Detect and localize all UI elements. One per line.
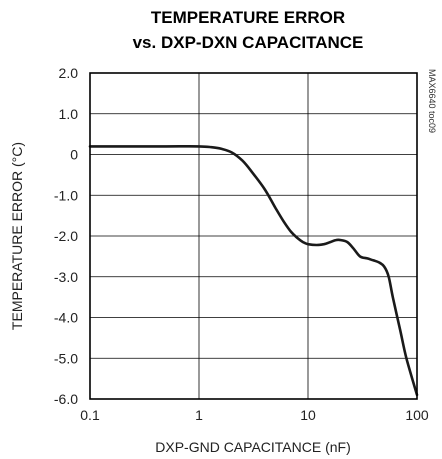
x-tick-label: 10: [300, 407, 316, 423]
x-tick-label: 0.1: [80, 407, 100, 423]
y-tick-label: -4.0: [54, 310, 78, 326]
y-axis-label: TEMPERATURE ERROR (°C): [9, 142, 25, 330]
y-tick-label: -3.0: [54, 269, 78, 285]
chart-title-line-1: TEMPERATURE ERROR: [151, 8, 345, 27]
figure-note: MAX6640 toc09: [427, 69, 437, 133]
series-layer: [88, 145, 419, 397]
tick-labels: 2.0 1.0 0 -1.0 -2.0 -3.0 -4.0 -5.0 -6.00.1 1 10 100: [54, 65, 429, 423]
y-tick-label: -1.0: [54, 187, 78, 203]
x-tick-label: 1: [195, 407, 203, 423]
y-tick-label: 2.0: [59, 65, 79, 81]
series-line: [88, 145, 419, 397]
chart-title-line-2: vs. DXP-DXN CAPACITANCE: [133, 33, 364, 52]
plot-frame: [89, 72, 418, 400]
x-tick-label: 100: [405, 407, 429, 423]
y-tick-label: -5.0: [54, 350, 78, 366]
x-axis-label: DXP-GND CAPACITANCE (nF): [155, 439, 351, 455]
y-tick-label: -2.0: [54, 228, 78, 244]
y-tick-label: 0: [70, 147, 78, 163]
y-tick-label: -6.0: [54, 391, 78, 407]
y-tick-label: 1.0: [59, 106, 79, 122]
grid: [89, 72, 418, 400]
